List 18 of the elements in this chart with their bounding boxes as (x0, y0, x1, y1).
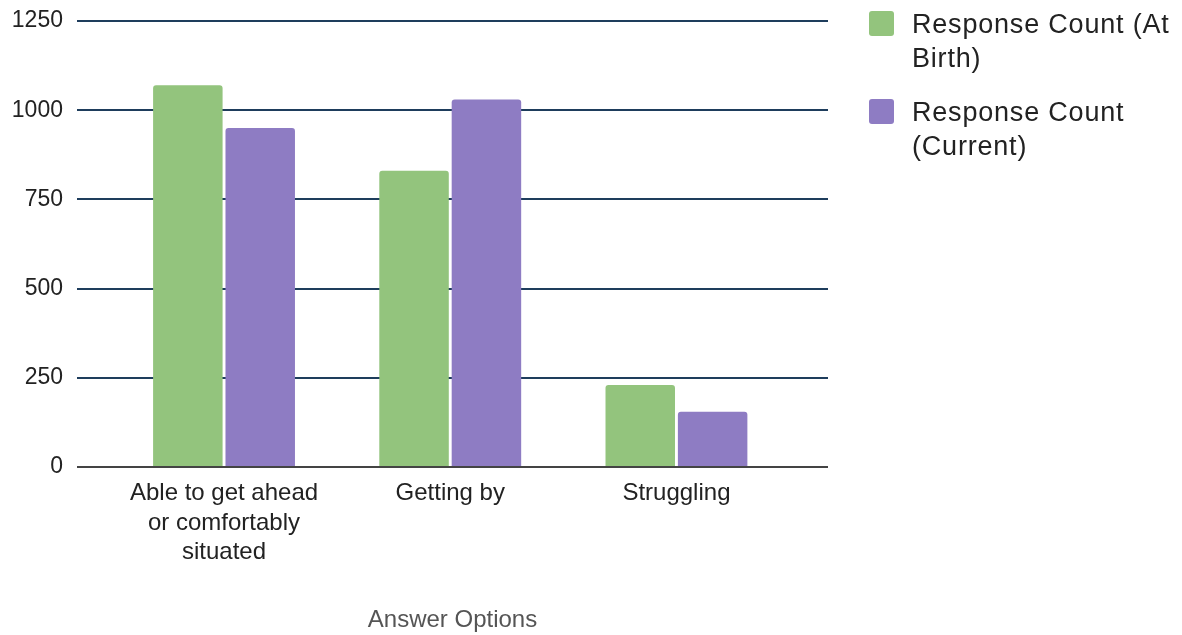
y-tick-label: 500 (24, 273, 63, 300)
bar (677, 411, 748, 466)
y-tick-label: 250 (24, 363, 63, 390)
legend-label: Response Count (At Birth) (912, 8, 1171, 75)
bar (451, 99, 522, 466)
bar (153, 85, 223, 466)
legend-label: Response Count (Current) (912, 96, 1126, 163)
x-axis-title: Answer Options (367, 605, 538, 633)
x-tick-label: Struggling (622, 478, 731, 506)
x-tick-label: Getting by (395, 478, 505, 506)
bar (605, 384, 675, 466)
y-tick-label: 0 (50, 452, 63, 479)
bar (225, 128, 295, 466)
x-tick-label: Able to get ahead or comfortably situated (129, 478, 319, 564)
y-tick-label: 750 (24, 184, 63, 211)
bar (379, 170, 449, 466)
y-tick-label: 1000 (11, 95, 63, 122)
y-tick-label: 1250 (11, 6, 63, 33)
